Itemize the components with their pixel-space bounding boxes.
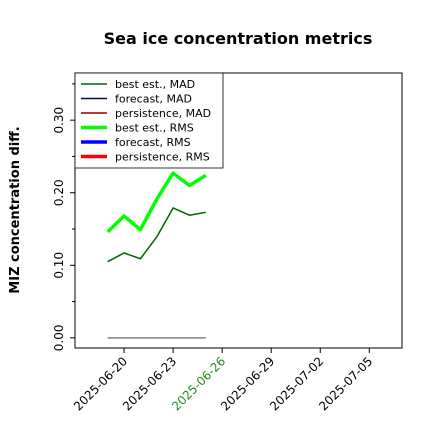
plot-frame	[74, 72, 403, 349]
y-tick-label: 0.30	[52, 107, 66, 134]
y-axis-label: MIZ concentration diff.	[8, 126, 23, 293]
legend-label: best est., MAD	[115, 78, 195, 91]
legend-label: persistence, RMS	[115, 151, 210, 164]
legend-label: best est., RMS	[115, 122, 194, 135]
series-line	[107, 207, 206, 263]
legend-label: forecast, MAD	[115, 93, 192, 106]
series-line	[106, 171, 207, 234]
legend-box	[74, 72, 224, 169]
legend-label: persistence, MAD	[115, 107, 211, 120]
legend-label: forecast, RMS	[115, 136, 191, 149]
y-tick-label: 0.10	[52, 252, 66, 279]
chart-title: Sea ice concentration metrics	[104, 29, 373, 48]
y-tick-label: 0.00	[52, 324, 66, 351]
y-tick-label: 0.20	[52, 179, 66, 206]
